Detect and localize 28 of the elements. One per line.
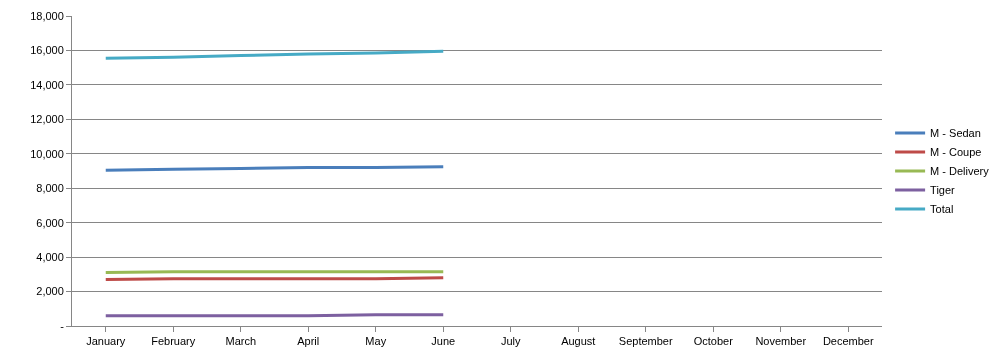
x-tick-label: August — [561, 335, 596, 348]
x-tick-label: July — [500, 335, 522, 348]
y-tick-label: 6,000 — [36, 216, 64, 229]
x-tick-label: April — [297, 335, 320, 348]
legend-label: M - Sedan — [930, 127, 981, 140]
y-tick-label: 12,000 — [30, 113, 64, 126]
y-tick-label: 18,000 — [30, 9, 64, 22]
legend-label: M - Delivery — [930, 165, 990, 178]
y-tick-label: 16,000 — [30, 44, 64, 57]
legend-label: Tiger — [930, 184, 956, 197]
x-tick-label: December — [822, 335, 874, 348]
y-tick-label: 8,000 — [36, 182, 64, 195]
legend-label: M - Coupe — [930, 146, 982, 159]
x-tick-label: March — [225, 335, 257, 348]
x-tick-label: September — [618, 335, 673, 348]
x-tick-label: June — [431, 335, 456, 348]
x-tick-label: May — [365, 335, 387, 348]
y-tick-label: 14,000 — [30, 78, 64, 91]
legend-label: Total — [930, 203, 954, 216]
y-tick-label: 10,000 — [30, 147, 64, 160]
x-tick-label: January — [86, 335, 126, 348]
x-tick-label: November — [755, 335, 807, 348]
line-series — [104, 49, 445, 60]
x-tick-label: October — [693, 335, 734, 348]
y-tick-label: 4,000 — [36, 250, 64, 263]
y-tick-label: - — [60, 319, 65, 332]
x-tick-label: February — [151, 335, 196, 348]
y-tick-label: 2,000 — [36, 285, 64, 298]
